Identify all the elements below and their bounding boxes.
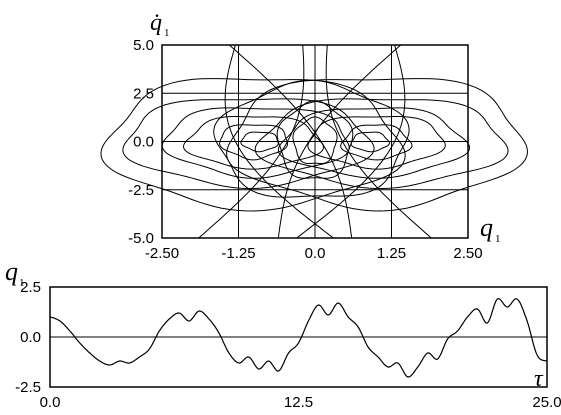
phase-portrait-panel: 5.02.50.0-2.5-5.0 -2.50 -1.25 0.0 1.25 2.50 … [100,10,529,262]
phase-x-axis-label: q 1 [480,213,501,245]
phase-y-axis-label: q̇ 1 [150,10,170,39]
time-ylabel: q [5,257,18,286]
phase-orbit [226,78,529,212]
phase-arc [325,44,432,239]
phase-y-tick-label: -2.5 [128,182,154,199]
phase-orbit [254,98,509,189]
phase-y-tick-label: 0.0 [133,134,154,151]
time-xlabel: τ [534,366,544,392]
phase-x-tick-label: 2.50 [453,245,482,262]
phase-y-tick-label: -5.0 [128,230,154,247]
time-x-tick-label: 25.0 [532,394,561,411]
phase-arc [296,44,406,239]
phase-y-ticks: 5.0 2.5 0.0 -2.5 -5.0 [128,37,154,247]
phase-x-ticks: -2.50 -1.25 0.0 1.25 2.50 [145,245,483,262]
phase-arc [277,44,402,239]
phase-orbit [182,116,325,170]
series-q1 [49,297,548,378]
phase-orbit [292,116,338,164]
time-ticks: 2.50.0-2.50.0 12.5 25.0 [15,279,561,411]
phase-x-tick-label: 1.25 [377,245,406,262]
phase-x-tick-label: -2.50 [145,245,179,262]
phase-xlabel: q [480,213,493,242]
phase-trajectory [100,44,529,239]
phase-arc [228,44,353,239]
time-series-panel: 2.50.0-2.50.0 12.5 25.0 q 1 τ [5,257,561,411]
phase-ylabel: q̇ [150,10,162,36]
phase-y-tick-label: 2.5 [133,85,154,102]
phase-xlabel-sub: 1 [495,233,501,245]
phase-y-tick-label: 5.0 [133,37,154,54]
time-y-tick-label: -2.5 [15,379,41,396]
phase-ylabel-sub: 1 [164,27,170,39]
phase-orbit [240,131,279,153]
time-x-tick-label: 0.0 [40,394,61,411]
time-y-axis-label: q 1 [5,257,25,289]
phase-arc [224,44,334,239]
phase-arc [198,44,305,239]
phase-orbit [277,107,471,179]
time-x-tick-label: 12.5 [284,394,313,411]
phase-x-tick-label: 0.0 [305,245,326,262]
time-y-tick-label: 2.5 [20,279,41,296]
phase-orbit [307,116,446,170]
time-y-tick-label: 0.0 [20,329,41,346]
phase-orbit [219,124,288,161]
phase-grid [162,45,468,238]
phase-orbit [100,78,406,212]
phase-orbit [161,107,350,179]
phase-x-tick-label: -1.25 [221,245,255,262]
phase-orbit [213,79,410,198]
time-ylabel-sub: 1 [19,277,25,289]
